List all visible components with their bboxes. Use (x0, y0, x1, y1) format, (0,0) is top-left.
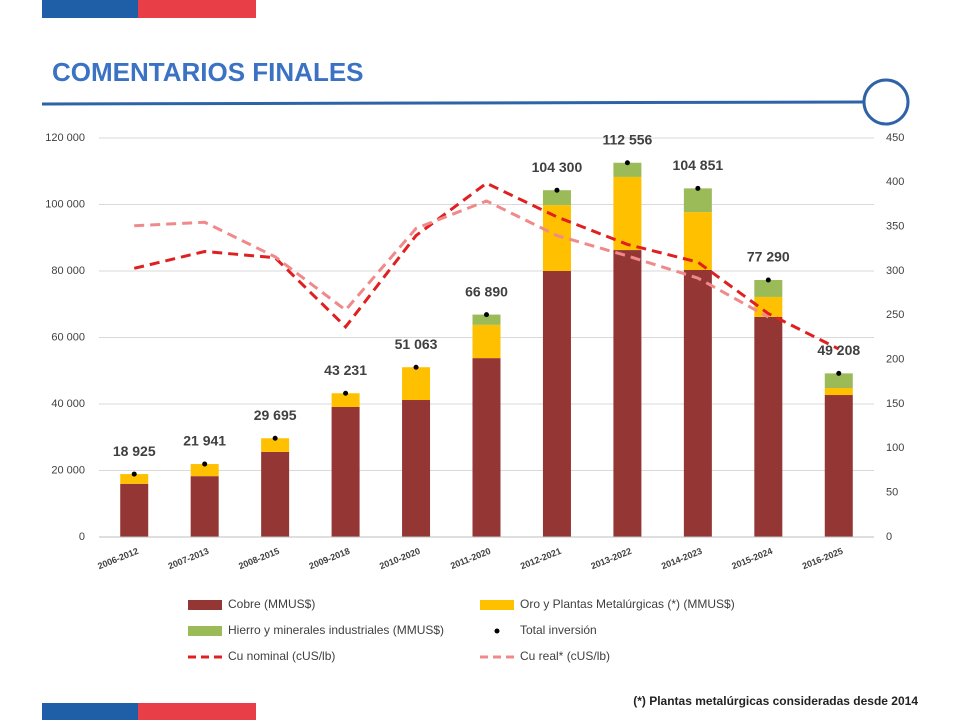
y2-tick-label: 150 (886, 398, 904, 410)
bar-segment (542, 205, 571, 271)
bar-segment (472, 358, 501, 537)
bar-segment (683, 188, 712, 213)
value-label: 29 695 (254, 407, 297, 423)
total-dot (413, 364, 419, 370)
total-dot (131, 471, 137, 477)
y2-tick-label: 400 (886, 176, 904, 188)
bar-segment (824, 395, 853, 537)
bar-segment (613, 162, 642, 177)
bar-segment (472, 324, 501, 359)
bar-segment (120, 474, 149, 484)
y2-tick-label: 100 (886, 442, 904, 454)
y-tick-label: 120 000 (45, 132, 85, 144)
value-label: 112 556 (602, 131, 652, 147)
x-tick-label: 2016-2025 (801, 546, 845, 571)
bar-segment (754, 296, 783, 317)
x-tick-label: 2007-2013 (167, 546, 211, 571)
total-dot (554, 187, 560, 193)
bar-segment (824, 388, 853, 396)
bottom-bar-red (138, 703, 256, 720)
line-series (134, 199, 770, 319)
bar-segment (542, 271, 571, 537)
value-label: 104 851 (673, 157, 724, 173)
total-dot (695, 185, 701, 191)
y2-tick-label: 300 (886, 265, 904, 277)
legend-swatch (188, 600, 222, 610)
bar-segment (472, 314, 501, 325)
value-label: 66 890 (465, 283, 508, 299)
y2-tick-label: 50 (886, 487, 898, 499)
legend-label: Cu nominal (cUS/lb) (228, 649, 335, 663)
y2-tick-label: 250 (886, 309, 904, 321)
x-tick-label: 2013-2022 (589, 546, 633, 571)
y2-tick-label: 200 (886, 354, 904, 366)
total-dot (624, 160, 630, 166)
x-tick-label: 2011-2020 (449, 546, 492, 571)
line-series (133, 181, 840, 351)
y2-tick-label: 450 (886, 132, 904, 144)
page-title: COMENTARIOS FINALES (52, 57, 364, 87)
bar-segment (261, 451, 290, 537)
value-label: 43 231 (324, 362, 367, 378)
value-label: 49 208 (817, 342, 860, 358)
y2-tick-label: 350 (886, 221, 904, 233)
bar-segment (331, 406, 360, 537)
legend-label: Oro y Plantas Metalúrgicas (*) (MMUS$) (520, 597, 735, 611)
top-bar-blue (42, 0, 138, 18)
bar-segment (683, 270, 712, 537)
legend-label: Cu real* (cUS/lb) (520, 649, 610, 663)
y-tick-label: 40 000 (51, 398, 85, 410)
bar-segment (190, 476, 219, 537)
top-bar-red (138, 0, 256, 18)
legend-swatch (188, 626, 222, 636)
total-dot (765, 277, 771, 283)
value-label: 104 300 (532, 159, 583, 175)
value-label: 21 941 (183, 433, 226, 449)
legend-label: Hierro y minerales industriales (MMUS$) (228, 623, 444, 637)
total-dot (202, 461, 208, 467)
total-dot (484, 312, 489, 318)
bottom-bar-blue (42, 703, 138, 720)
y-tick-label: 80 000 (51, 265, 85, 277)
total-dot (272, 435, 278, 441)
total-dot (836, 370, 842, 376)
y-tick-label: 20 000 (51, 464, 85, 476)
title-circle (862, 78, 910, 126)
x-tick-label: 2009-2018 (308, 546, 352, 571)
x-tick-label: 2008-2015 (237, 546, 281, 571)
bar-segment (613, 250, 642, 538)
bar-segment (261, 438, 290, 452)
x-tick-label: 2015-2024 (730, 546, 774, 571)
bar-segment (683, 212, 712, 271)
x-tick-label: 2014-2023 (660, 546, 704, 571)
footnote: (*) Plantas metalúrgicas consideradas de… (633, 694, 918, 708)
bar-segment (754, 316, 783, 537)
x-tick-label: 2006-2012 (96, 546, 140, 571)
bar-segment (402, 367, 431, 401)
y2-tick-label: 0 (886, 531, 892, 543)
total-dot (343, 390, 349, 396)
bar-segment (613, 176, 642, 251)
x-tick-label: 2010-2020 (378, 546, 422, 571)
bar-segment (331, 393, 360, 407)
y-tick-label: 100 000 (45, 198, 85, 210)
bar-segment (120, 483, 149, 537)
legend-swatch (480, 600, 514, 610)
y-tick-label: 60 000 (51, 331, 85, 343)
x-tick-label: 2012-2021 (519, 546, 563, 571)
value-label: 51 063 (395, 336, 438, 352)
y-tick-label: 0 (79, 531, 85, 543)
bar-segment (402, 400, 431, 537)
bar-segment (190, 464, 219, 477)
value-label: 18 925 (113, 443, 156, 459)
bar-segment (824, 373, 853, 389)
value-label: 77 290 (747, 249, 790, 265)
legend-label: Total inversión (520, 623, 597, 637)
bar-segment (754, 280, 783, 297)
legend-label: Cobre (MMUS$) (228, 597, 315, 611)
title-rule (41, 100, 865, 106)
bar-segment (542, 190, 571, 206)
legend-swatch (494, 628, 500, 634)
